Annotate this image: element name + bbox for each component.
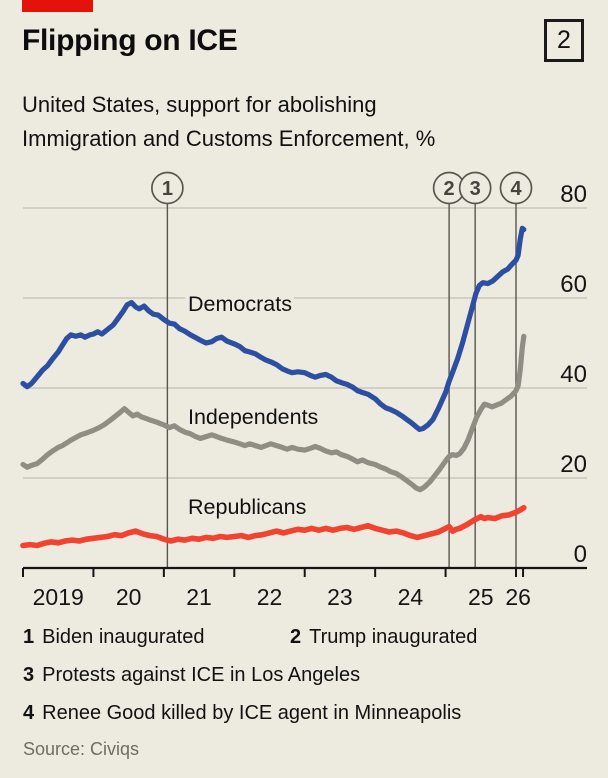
svg-text:21: 21 [186,584,212,610]
event-marker-3: 3 [458,171,492,205]
line-chart: Democrats Independents Republicans 0 20 40 60 8… [0,160,608,618]
gridlines [23,207,587,479]
event-marker-1: 1 [151,171,184,205]
chart-index-number: 2 [557,26,571,54]
svg-text:2019: 2019 [33,584,84,610]
chart-subtitle-line1: United States, support for abolishing [22,92,377,117]
svg-text:26: 26 [505,584,531,610]
svg-text:4: 4 [510,178,522,200]
footnote-3: 3 Protests against ICE in Los Angeles [23,664,361,686]
page-title: Flipping on ICE [22,24,238,57]
svg-text:0: 0 [574,541,587,568]
svg-text:3: 3 [470,178,481,200]
svg-text:20: 20 [116,584,142,610]
chart-index-badge: 2 [544,19,584,62]
chart-subtitle: United States, support for abolishing Im… [22,88,435,156]
footnote-2: 2 Trump inaugurated [290,626,478,648]
svg-text:23: 23 [327,584,353,610]
y-axis-labels: 0 20 40 60 80 [560,181,587,568]
svg-text:25: 25 [468,584,494,610]
x-axis: 2019 20 21 22 23 24 25 26 [22,566,587,610]
source-credit: Source: Civiqs [23,739,140,759]
footnote-1: 1 Biden inaugurated [23,626,205,648]
footnote-row-3: 4 Renee Good killed by ICE agent in Minne… [23,702,598,725]
footnote-row-1: 1 Biden inaugurated 2 Trump inaugurated [23,626,598,649]
svg-text:60: 60 [560,271,587,298]
series-label-democrats: Democrats [188,292,292,316]
line-chart-svg: Democrats Independents Republicans 0 20 40 60 8… [20,171,587,610]
economist-red-tab [22,0,93,12]
series-line-independents [20,333,527,493]
svg-text:20: 20 [560,451,587,478]
series-label-independents: Independents [188,405,318,429]
event-marker-4: 4 [499,171,533,205]
svg-text:80: 80 [560,181,587,208]
series-line-democrats [20,225,527,432]
svg-text:40: 40 [560,361,587,388]
series-line-republicans [20,504,527,549]
chart-subtitle-line2: Immigration and Customs Enforcement, % [22,126,436,151]
svg-text:2: 2 [444,178,455,200]
svg-text:1: 1 [162,178,173,200]
footnote-row-2: 3 Protests against ICE in Los Angeles [23,664,598,687]
series-label-republicans: Republicans [188,495,306,519]
footnote-4: 4 Renee Good killed by ICE agent in Minne… [23,702,462,724]
svg-text:24: 24 [398,584,424,610]
svg-text:22: 22 [257,584,283,610]
